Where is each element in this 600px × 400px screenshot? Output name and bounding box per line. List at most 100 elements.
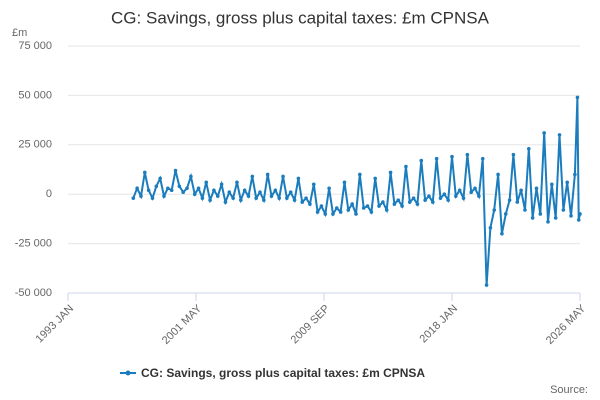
point bbox=[454, 194, 458, 198]
point bbox=[177, 184, 182, 189]
point bbox=[534, 186, 539, 191]
point bbox=[407, 200, 412, 204]
point bbox=[223, 200, 228, 204]
point bbox=[246, 194, 251, 198]
point bbox=[503, 212, 508, 216]
point bbox=[527, 146, 531, 151]
point bbox=[235, 180, 239, 185]
point bbox=[269, 194, 274, 198]
point bbox=[227, 190, 232, 195]
point bbox=[388, 170, 393, 175]
point bbox=[576, 218, 581, 222]
point bbox=[446, 198, 450, 202]
point bbox=[262, 198, 266, 202]
point bbox=[192, 192, 197, 196]
point bbox=[465, 152, 470, 157]
point bbox=[573, 172, 577, 177]
point bbox=[319, 204, 324, 208]
point bbox=[523, 208, 527, 212]
point bbox=[361, 206, 366, 210]
point bbox=[231, 196, 235, 200]
point bbox=[350, 202, 354, 206]
point bbox=[323, 212, 328, 216]
point bbox=[181, 190, 185, 195]
point bbox=[438, 196, 443, 200]
point bbox=[473, 186, 477, 191]
point bbox=[496, 172, 500, 177]
x-tick-label: 2018 JAN bbox=[418, 303, 461, 346]
point bbox=[169, 188, 174, 193]
x-tick-label: 2026 MAY bbox=[544, 302, 589, 347]
point bbox=[208, 198, 212, 202]
legend-label: CG: Savings, gross plus capital taxes: £… bbox=[141, 366, 425, 380]
point bbox=[281, 174, 285, 179]
point bbox=[242, 188, 247, 193]
point bbox=[434, 156, 439, 161]
point bbox=[561, 208, 566, 212]
chart-title: CG: Savings, gross plus capital taxes: £… bbox=[111, 8, 490, 27]
point bbox=[285, 196, 289, 200]
point bbox=[578, 212, 582, 216]
point bbox=[135, 186, 139, 191]
point bbox=[461, 196, 466, 200]
point bbox=[565, 180, 569, 185]
point bbox=[519, 188, 523, 193]
point bbox=[239, 198, 243, 202]
point bbox=[335, 206, 339, 210]
point bbox=[431, 200, 435, 204]
point bbox=[331, 212, 335, 216]
point bbox=[173, 168, 178, 173]
point bbox=[204, 180, 209, 185]
point bbox=[557, 133, 562, 137]
legend-marker bbox=[125, 370, 131, 376]
point bbox=[304, 196, 308, 200]
point bbox=[381, 200, 385, 204]
point bbox=[358, 172, 362, 177]
point bbox=[215, 194, 220, 198]
point bbox=[400, 204, 404, 208]
point bbox=[423, 198, 427, 202]
point bbox=[492, 208, 497, 212]
point bbox=[484, 283, 489, 287]
y-tick-label: 50 000 bbox=[18, 89, 52, 101]
y-tick-label: 75 000 bbox=[18, 40, 52, 52]
point bbox=[569, 214, 573, 218]
point bbox=[162, 194, 166, 198]
point bbox=[373, 176, 378, 181]
point bbox=[288, 190, 293, 195]
x-tick-label: 2001 MAY bbox=[160, 302, 205, 347]
point bbox=[511, 152, 516, 157]
point bbox=[311, 182, 316, 187]
point bbox=[315, 210, 320, 214]
point bbox=[273, 188, 278, 193]
y-tick-label: 0 bbox=[46, 188, 52, 200]
point bbox=[377, 204, 381, 208]
point bbox=[411, 196, 416, 200]
point bbox=[553, 216, 558, 220]
point bbox=[342, 180, 347, 185]
point bbox=[219, 182, 224, 187]
point bbox=[542, 131, 546, 135]
point bbox=[212, 188, 216, 193]
point bbox=[327, 186, 331, 191]
point bbox=[365, 204, 370, 208]
point bbox=[488, 225, 493, 230]
point bbox=[419, 158, 424, 163]
point bbox=[308, 202, 312, 206]
point bbox=[575, 95, 580, 100]
y-tick-label: -25 000 bbox=[15, 238, 52, 250]
point bbox=[189, 174, 193, 179]
point bbox=[427, 194, 431, 198]
y-tick-label: 25 000 bbox=[18, 139, 52, 151]
point bbox=[442, 192, 447, 196]
point bbox=[354, 212, 358, 216]
y-axis-label: £m bbox=[12, 27, 27, 39]
point bbox=[546, 220, 550, 224]
point bbox=[254, 196, 258, 200]
point bbox=[277, 196, 282, 200]
point bbox=[384, 208, 389, 212]
point bbox=[369, 210, 374, 214]
point bbox=[154, 184, 159, 189]
point bbox=[346, 208, 351, 212]
